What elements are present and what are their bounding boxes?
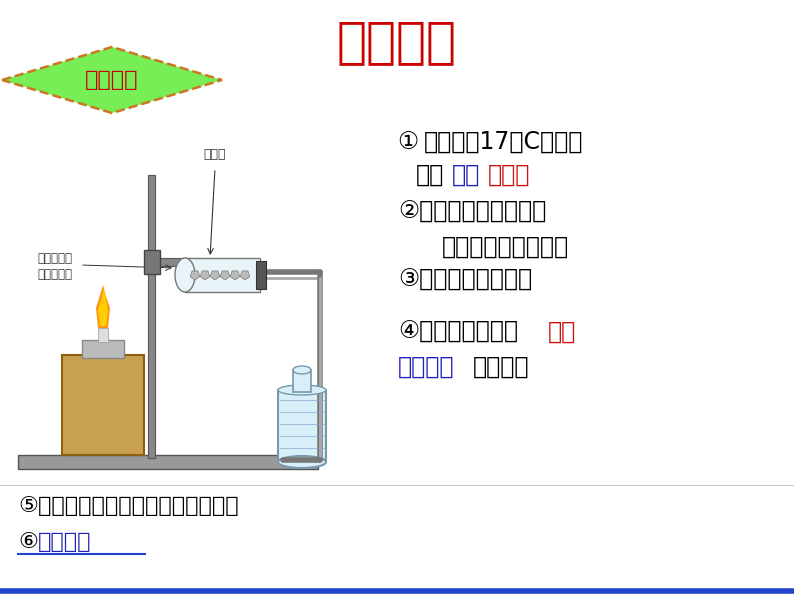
- Polygon shape: [96, 285, 110, 328]
- Text: 油的矿渣棉: 油的矿渣棉: [37, 269, 72, 281]
- Text: 点燃气体: 点燃气体: [38, 532, 91, 552]
- Bar: [289, 388, 315, 460]
- Bar: [62, 355, 144, 455]
- Ellipse shape: [278, 385, 326, 395]
- Bar: [278, 390, 326, 462]
- Text: 液态: 液态: [416, 163, 445, 187]
- Text: 烷烃: 烷烃: [452, 163, 480, 187]
- Bar: [148, 175, 155, 458]
- Polygon shape: [98, 288, 108, 326]
- Bar: [18, 455, 318, 469]
- Bar: [148, 258, 203, 266]
- Bar: [98, 328, 108, 342]
- Ellipse shape: [175, 258, 195, 292]
- Text: ④将生成气体通入: ④将生成气体通入: [398, 320, 518, 344]
- Text: 混合物: 混合物: [488, 163, 530, 187]
- Polygon shape: [2, 47, 222, 113]
- Bar: [82, 340, 124, 358]
- Text: ③加热位置：碎瓷片: ③加热位置：碎瓷片: [398, 268, 532, 292]
- Text: ①: ①: [398, 130, 426, 154]
- Text: 升高温度，作催化剂: 升高温度，作催化剂: [442, 235, 569, 259]
- Text: 科学探究: 科学探究: [85, 70, 139, 90]
- Ellipse shape: [278, 456, 326, 468]
- Bar: [144, 250, 160, 274]
- Text: 碎瓷片: 碎瓷片: [204, 148, 226, 162]
- Text: 一、乙烯: 一、乙烯: [337, 18, 457, 66]
- Bar: [293, 370, 311, 392]
- Ellipse shape: [293, 366, 311, 374]
- Text: ⑤生成的气体通入溴的四氯化碳溶液: ⑤生成的气体通入溴的四氯化碳溶液: [18, 496, 239, 516]
- Text: 溶液中。: 溶液中。: [472, 355, 530, 379]
- Bar: [256, 261, 266, 289]
- Text: 高锰酸钾: 高锰酸钾: [398, 355, 454, 379]
- Text: 酸性: 酸性: [548, 320, 576, 344]
- Text: ⑥: ⑥: [18, 532, 38, 552]
- Text: ②碎瓷片：积聚热量，: ②碎瓷片：积聚热量，: [398, 200, 546, 224]
- Bar: [185, 258, 260, 292]
- Text: 浸透了石蜡: 浸透了石蜡: [37, 252, 72, 265]
- Text: 石蜡油：17个C以上的: 石蜡油：17个C以上的: [424, 130, 584, 154]
